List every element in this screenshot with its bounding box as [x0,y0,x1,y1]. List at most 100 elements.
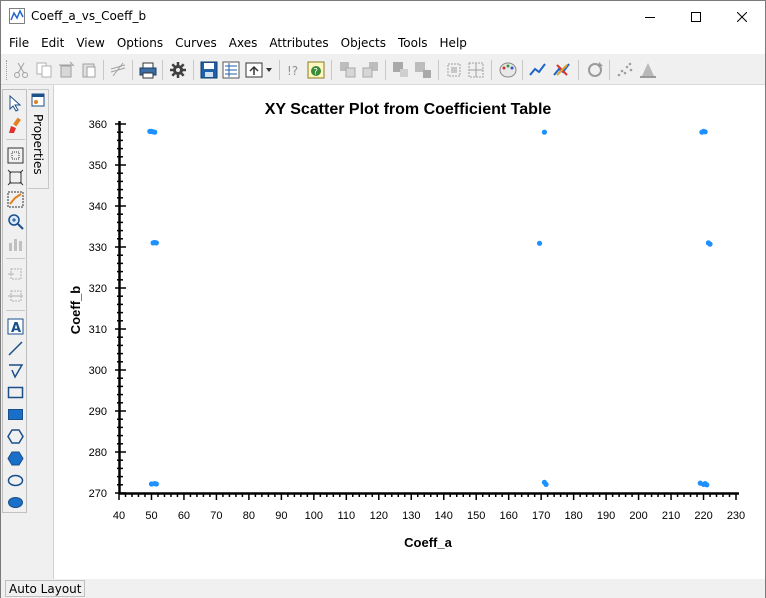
x-tick-label: 170 [532,510,550,522]
query-icon[interactable]: !? [285,61,303,79]
filled-ellipse-tool-icon[interactable] [7,494,24,511]
properties-tab-label: Properties [31,114,45,175]
data-point [704,482,710,488]
x-tick-label: 210 [662,510,680,522]
properties-icon [31,93,45,107]
toolbar-separator [385,60,386,80]
copy-icon[interactable] [35,61,53,79]
axes: 40 50 60 70 80 90 100 110 120 130 140 150 160 170 180 1… [89,119,746,522]
zoom-icon[interactable] [7,213,24,230]
data-point [153,240,159,246]
title-bar: Coeff_a_vs_Coeff_b [1,1,765,32]
bring-front-icon[interactable] [339,61,357,79]
palette-icon[interactable] [499,61,517,79]
minimize-button[interactable] [627,1,673,32]
paste-icon[interactable] [80,61,98,79]
rectangle-tool-icon[interactable] [7,384,24,401]
scatter-icon[interactable] [616,61,634,79]
erase-icon[interactable] [553,61,571,79]
toolbar-grip[interactable] [6,60,8,80]
y-tick-label: 320 [89,283,107,295]
toolbar-separator [578,60,579,80]
zoom-data-icon[interactable] [7,191,24,208]
menu-objects[interactable]: Objects [340,36,386,50]
toolbar-separator [522,60,523,80]
svg-text:A: A [11,321,21,335]
polyline-tool-icon[interactable] [7,362,24,379]
y-tick-label: 350 [89,160,107,172]
fill-icon[interactable] [639,61,657,79]
filled-hexagon-tool-icon[interactable] [7,450,24,467]
group-icon[interactable] [392,61,410,79]
ellipse-tool-icon[interactable] [7,472,24,489]
save-icon[interactable] [200,61,218,79]
data-point [707,241,713,247]
delete-icon[interactable] [57,61,75,79]
settings-gear-icon[interactable] [169,61,187,79]
cut-icon[interactable] [12,61,30,79]
zoom-extents-icon[interactable] [7,169,24,186]
plot-canvas[interactable]: XY Scatter Plot from Coefficient Table C… [53,85,765,579]
text-tool-icon[interactable]: A [7,318,24,335]
ungroup-icon[interactable] [414,61,432,79]
menu-bar: File Edit View Options Curves Axes Attri… [1,32,765,54]
remove-object-icon[interactable] [7,287,24,304]
status-text: Auto Layout [5,580,86,597]
curve-style-icon[interactable] [529,61,547,79]
menu-file[interactable]: File [9,36,30,50]
toolbar-separator [609,60,610,80]
align-icon[interactable] [445,61,463,79]
y-tick-label: 330 [89,242,107,254]
bar-icon[interactable] [7,235,24,252]
x-tick-label: 80 [243,510,255,522]
x-tick-label: 60 [178,510,190,522]
print-icon[interactable] [139,61,157,79]
hexagon-tool-icon[interactable] [7,428,24,445]
data-point [541,129,548,135]
export-image-icon[interactable] [245,61,275,79]
close-button[interactable] [719,1,765,32]
toolbar-separator [103,60,104,80]
menu-help[interactable]: Help [439,36,467,50]
toolbar-separator [491,60,492,80]
zoom-fit-icon[interactable] [7,147,24,164]
minimize-icon [645,16,655,18]
x-tick-label: 110 [338,510,356,522]
export-data-icon[interactable] [222,61,240,79]
help-icon[interactable]: ? [307,61,325,79]
menu-tools[interactable]: Tools [397,36,428,50]
menu-curves[interactable]: Curves [175,36,217,50]
y-tick-label: 310 [89,324,107,336]
add-object-icon[interactable] [7,265,24,282]
x-tick-label: 70 [210,510,222,522]
scatter-chart[interactable]: XY Scatter Plot from Coefficient Table C… [54,85,766,579]
menu-view[interactable]: View [76,36,105,50]
rotate-icon[interactable] [586,61,604,79]
toolbar: !? ? [1,55,765,85]
select-arrow-icon[interactable] [7,95,24,112]
x-tick-label: 100 [305,510,323,522]
toolbar-separator [162,60,163,80]
maximize-icon [691,11,701,22]
y-tick-label: 290 [89,406,107,418]
y-axis-label: Coeff_b [68,286,83,334]
paint-icon[interactable] [7,117,24,134]
properties-tab[interactable]: Properties [28,89,49,189]
menu-attributes[interactable]: Attributes [269,36,329,50]
x-tick-label: 220 [694,510,712,522]
chart-title: XY Scatter Plot from Coefficient Table [265,101,552,118]
menu-edit[interactable]: Edit [41,36,65,50]
filled-rectangle-tool-icon[interactable] [7,406,24,423]
distribute-icon[interactable] [467,61,485,79]
menu-axes[interactable]: Axes [228,36,258,50]
send-back-icon[interactable] [362,61,380,79]
data-point [152,129,158,135]
window-title: Coeff_a_vs_Coeff_b [31,9,147,23]
line-tool-icon[interactable] [7,340,24,357]
maximize-button[interactable] [673,1,719,32]
tool-palette: A [2,89,27,513]
x-tick-label: 40 [113,510,125,522]
clear-curve-icon[interactable] [109,61,127,79]
menu-options[interactable]: Options [116,36,164,50]
